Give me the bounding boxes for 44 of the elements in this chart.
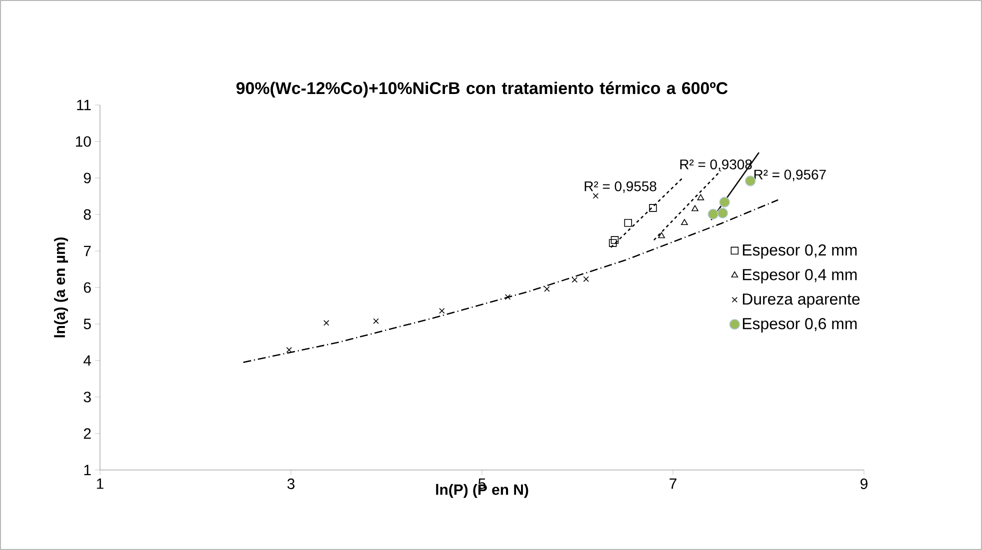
- point: [692, 205, 698, 212]
- y-tick-label: 1: [84, 464, 91, 476]
- x-tick-label: 1: [96, 478, 104, 489]
- point: [649, 204, 657, 212]
- annotation: R² = 0,9567: [754, 170, 826, 182]
- annotation: R² = 0,9558: [584, 181, 656, 193]
- y-tick-label: 5: [84, 318, 91, 330]
- y-tick-label: 6: [84, 282, 91, 293]
- x-tick-label: 9: [860, 478, 868, 490]
- point: [624, 219, 632, 227]
- y-axis-title: ln(a) (a en µm): [54, 237, 68, 338]
- legend-label: Espesor 0,2 mm: [742, 244, 857, 259]
- point: [286, 347, 292, 353]
- point: [697, 194, 704, 200]
- point: [719, 196, 730, 208]
- point: [373, 318, 379, 324]
- point: [658, 232, 665, 238]
- y-tick-label: 2: [84, 428, 91, 439]
- point: [717, 208, 728, 218]
- y-tick-label: 7: [84, 246, 91, 256]
- y-tick-label: 3: [84, 392, 91, 402]
- y-tick-label: 9: [84, 172, 91, 184]
- y-tick-label: 10: [76, 136, 91, 147]
- point: [608, 239, 617, 247]
- point: [744, 176, 756, 186]
- point: [681, 219, 688, 226]
- point: [592, 193, 599, 199]
- chart-title: 90%(Wc-12%Co)+10%NiCrB con tratamiento térmico a 600ºC: [236, 82, 728, 98]
- x-tick-label: 7: [670, 478, 676, 489]
- point: [583, 276, 589, 282]
- y-tick-label: 11: [77, 100, 91, 110]
- legend-label: Espesor 0,4 mm: [742, 268, 857, 284]
- legend-label: Espesor 0,6 mm: [742, 318, 857, 332]
- x-tick-label: 3: [287, 478, 294, 490]
- point: [544, 286, 550, 292]
- y-tick-label: 8: [84, 209, 91, 220]
- point: [439, 308, 445, 314]
- legend-label: Dureza aparente: [742, 294, 860, 308]
- point: [504, 294, 511, 300]
- y-tick-label: 4: [84, 355, 92, 366]
- point: [610, 236, 619, 244]
- point: [708, 208, 718, 220]
- point: [572, 276, 578, 283]
- point: [323, 320, 330, 326]
